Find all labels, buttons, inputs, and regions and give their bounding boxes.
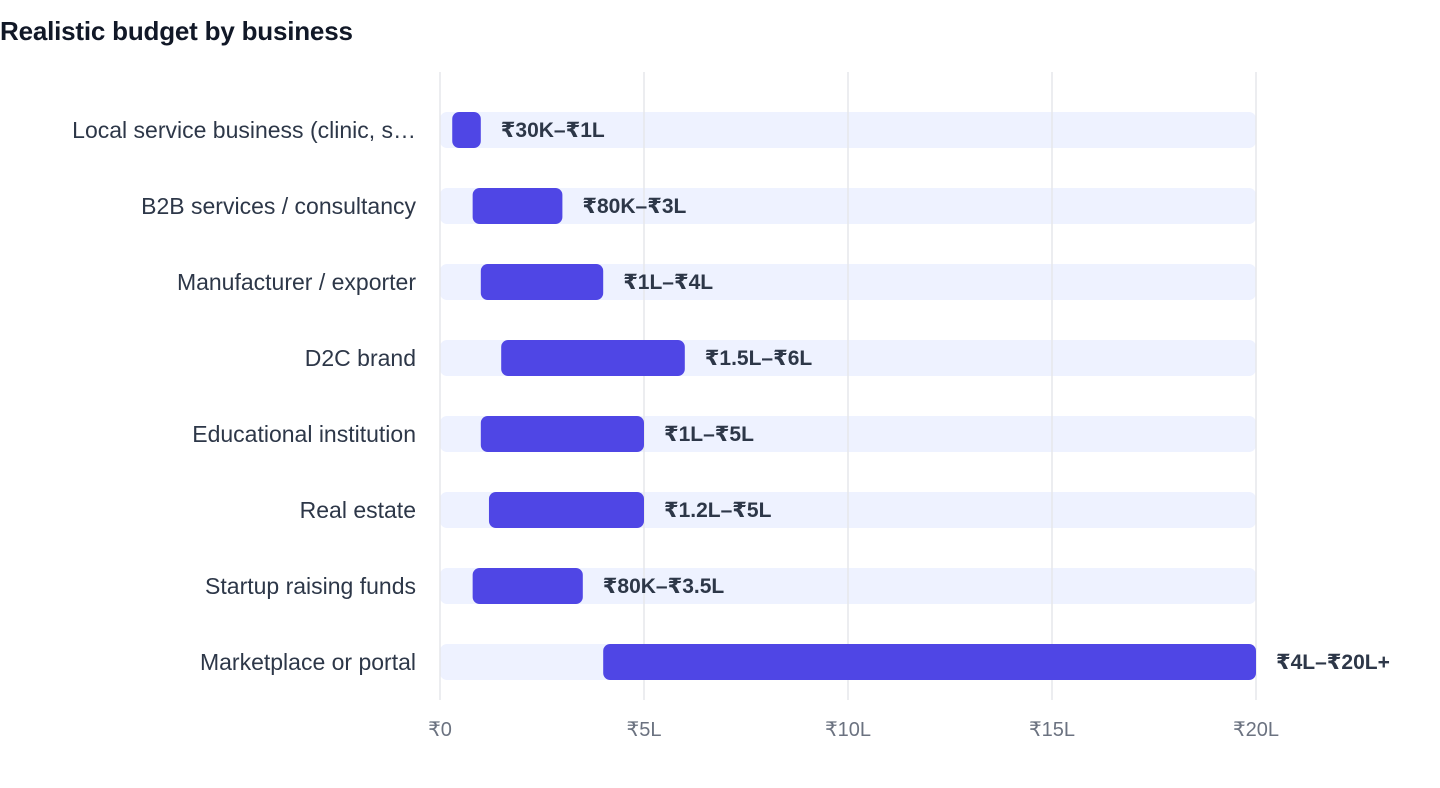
category-label: Local service business (clinic, s… (72, 117, 416, 143)
value-label: ₹80K–₹3.5L (603, 575, 725, 598)
category-label: B2B services / consultancy (141, 193, 416, 219)
category-label: Startup raising funds (205, 573, 416, 599)
category-label: D2C brand (305, 345, 416, 371)
value-label: ₹1L–₹4L (623, 271, 713, 294)
range-bar (488, 492, 644, 528)
range-bar (452, 112, 481, 148)
range-bar (603, 644, 1256, 680)
gridlines (439, 72, 1257, 700)
x-axis-ticks: ₹0 ₹5L ₹10L ₹15L ₹20L (428, 719, 1279, 741)
range-bar (472, 188, 563, 224)
value-label: ₹1.5L–₹6L (705, 347, 813, 370)
category-label: Manufacturer / exporter (177, 269, 416, 295)
value-label: ₹30K–₹1L (501, 119, 605, 142)
category-label: Real estate (300, 497, 416, 523)
range-bar (480, 416, 644, 452)
value-label: ₹1L–₹5L (664, 423, 754, 446)
value-label: ₹80K–₹3L (582, 195, 686, 218)
x-tick-label: ₹10L (825, 719, 871, 741)
value-label: ₹4L–₹20L+ (1276, 651, 1390, 674)
x-tick-label: ₹0 (428, 719, 452, 741)
x-tick-label: ₹5L (627, 719, 662, 741)
range-bars: Local service business (clinic, s… ₹30K–₹… (72, 112, 1390, 680)
range-bar (480, 264, 604, 300)
value-label: ₹1.2L–₹5L (664, 499, 772, 522)
category-label: Marketplace or portal (200, 649, 416, 675)
category-label: Educational institution (192, 421, 416, 447)
x-tick-label: ₹20L (1233, 719, 1279, 741)
range-bar (472, 568, 583, 604)
chart-title: Realistic budget by business (0, 16, 353, 46)
range-bar (501, 340, 685, 376)
x-tick-label: ₹15L (1029, 719, 1075, 741)
